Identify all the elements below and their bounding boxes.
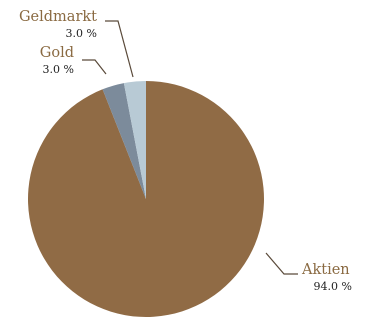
leader-line-geldmarkt xyxy=(105,21,133,77)
slice-label-aktien: Aktien xyxy=(301,262,350,278)
slice-value-aktien: 94.0 % xyxy=(314,280,352,293)
slice-value-geldmarkt: 3.0 % xyxy=(66,27,97,40)
slice-label-geldmarkt: Geldmarkt xyxy=(19,9,97,25)
slice-label-gold: Gold xyxy=(40,45,74,61)
slice-value-gold: 3.0 % xyxy=(43,63,74,76)
leader-line-aktien xyxy=(266,253,298,274)
pie-slices xyxy=(28,81,264,317)
leader-line-gold xyxy=(82,60,106,74)
